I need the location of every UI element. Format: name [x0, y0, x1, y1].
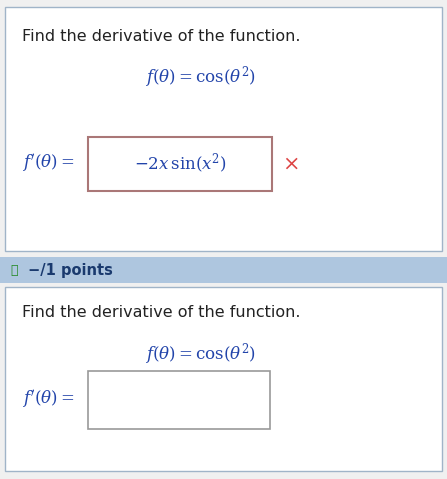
Text: $f(\theta) = \cos(\theta^2)$: $f(\theta) = \cos(\theta^2)$	[145, 341, 256, 367]
Bar	[5, 287, 442, 471]
Text: $-2x\,\sin\!\left(x^2\right)$: $-2x\,\sin\!\left(x^2\right)$	[134, 152, 226, 176]
Bar	[88, 137, 272, 191]
Bar	[0, 257, 447, 283]
Text: −/1 points: −/1 points	[28, 262, 113, 277]
Text: $\times$: $\times$	[282, 154, 299, 174]
Text: $f'(\theta) =$: $f'(\theta) =$	[22, 389, 74, 411]
Text: $f'(\theta) =$: $f'(\theta) =$	[22, 153, 74, 175]
Bar	[5, 7, 442, 251]
Text: Find the derivative of the function.: Find the derivative of the function.	[22, 305, 300, 320]
Text: Find the derivative of the function.: Find the derivative of the function.	[22, 29, 300, 44]
Bar	[88, 371, 270, 429]
Text: $f(\theta) = \cos(\theta^2)$: $f(\theta) = \cos(\theta^2)$	[145, 64, 256, 90]
Text: ➕: ➕	[10, 263, 17, 276]
